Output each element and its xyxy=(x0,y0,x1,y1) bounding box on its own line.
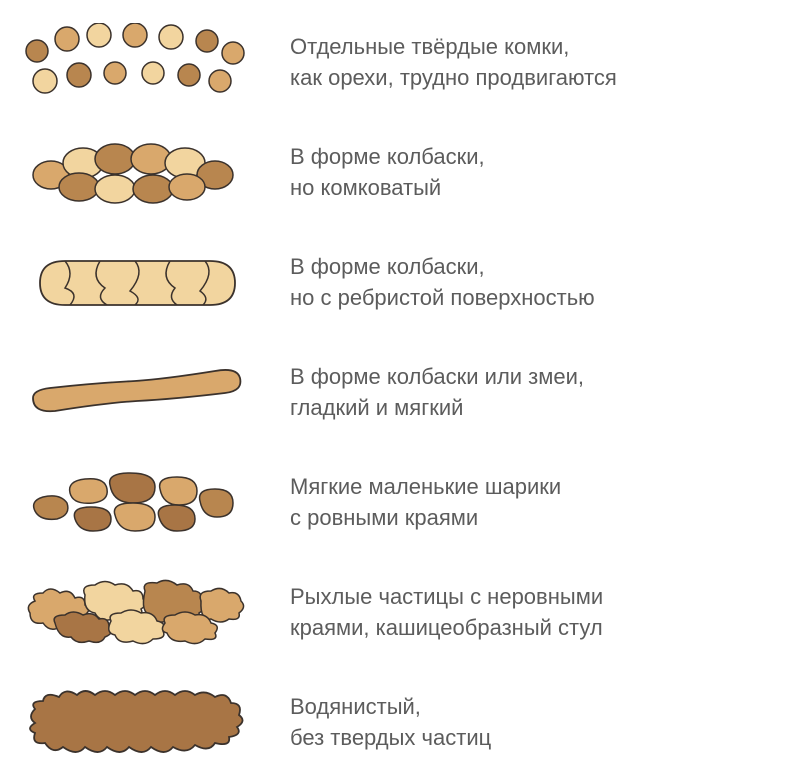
stool-type-row: Водянистый, без твердых частиц xyxy=(0,680,804,766)
stool-illustration-1 xyxy=(10,20,260,106)
desc-line-1: Отдельные твёрдые комки, xyxy=(290,34,569,59)
desc-line-2: как орехи, трудно продвигаются xyxy=(290,65,617,90)
stool-illustration-2 xyxy=(10,130,260,216)
desc-line-2: без твердых частиц xyxy=(290,725,491,750)
desc-line-1: В форме колбаски или змеи, xyxy=(290,364,584,389)
stool-type-row: Отдельные твёрдые комки, как орехи, труд… xyxy=(0,20,804,106)
desc-line-1: Мягкие маленькие шарики xyxy=(290,474,561,499)
stool-type-row: В форме колбаски, но комковатый xyxy=(0,130,804,216)
desc-line-1: Водянистый, xyxy=(290,694,421,719)
desc-line-2: с ровными краями xyxy=(290,505,478,530)
desc-line-1: В форме колбаски, xyxy=(290,254,485,279)
stool-description-2: В форме колбаски, но комковатый xyxy=(290,142,804,204)
desc-line-1: В форме колбаски, xyxy=(290,144,485,169)
stool-type-row: Рыхлые частицы с неровными краями, кашиц… xyxy=(0,570,804,656)
stool-description-4: В форме колбаски или змеи, гладкий и мяг… xyxy=(290,362,804,424)
desc-line-1: Рыхлые частицы с неровными xyxy=(290,584,603,609)
stool-description-7: Водянистый, без твердых частиц xyxy=(290,692,804,754)
stool-description-3: В форме колбаски, но с ребристой поверхн… xyxy=(290,252,804,314)
desc-line-2: краями, кашицеобразный стул xyxy=(290,615,603,640)
desc-line-2: но комковатый xyxy=(290,175,441,200)
bristol-stool-chart: Отдельные твёрдые комки, как орехи, труд… xyxy=(0,20,804,766)
desc-line-2: но с ребристой поверхностью xyxy=(290,285,595,310)
stool-type-row: В форме колбаски или змеи, гладкий и мяг… xyxy=(0,350,804,436)
stool-type-row: Мягкие маленькие шарики с ровными краями xyxy=(0,460,804,546)
stool-illustration-4 xyxy=(10,350,260,436)
stool-description-6: Рыхлые частицы с неровными краями, кашиц… xyxy=(290,582,804,644)
desc-line-2: гладкий и мягкий xyxy=(290,395,463,420)
stool-illustration-5 xyxy=(10,460,260,546)
stool-description-5: Мягкие маленькие шарики с ровными краями xyxy=(290,472,804,534)
stool-illustration-6 xyxy=(10,570,260,656)
stool-illustration-7 xyxy=(10,680,260,766)
stool-illustration-3 xyxy=(10,240,260,326)
stool-type-row: В форме колбаски, но с ребристой поверхн… xyxy=(0,240,804,326)
stool-description-1: Отдельные твёрдые комки, как орехи, труд… xyxy=(290,32,804,94)
